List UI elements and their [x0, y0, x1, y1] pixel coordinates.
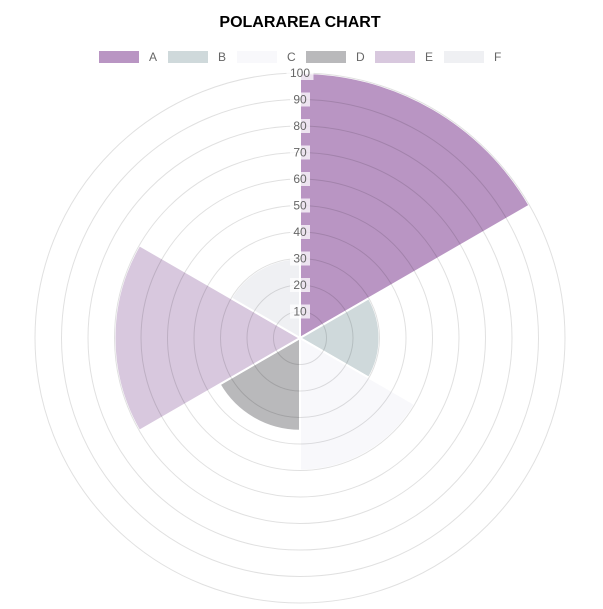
- tick-backdrop: [290, 278, 310, 292]
- legend-item-c[interactable]: C: [237, 50, 296, 64]
- segment-d[interactable]: [218, 336, 301, 432]
- segments: [113, 71, 531, 472]
- legend-label: F: [494, 50, 501, 64]
- legend-item-e[interactable]: E: [375, 50, 433, 64]
- legend-swatch: [237, 51, 277, 63]
- legend-item-b[interactable]: B: [168, 50, 226, 64]
- chart-title: POLARAREA CHART: [219, 14, 380, 31]
- tick-label: 60: [293, 172, 307, 186]
- tick-label: 100: [290, 66, 310, 80]
- legend-item-f[interactable]: F: [444, 50, 501, 64]
- tick-backdrop: [290, 172, 310, 186]
- legend-label: C: [287, 50, 296, 64]
- segment-c[interactable]: [299, 336, 417, 472]
- segment-a[interactable]: [299, 71, 531, 340]
- tick-label: 40: [293, 225, 307, 239]
- tick-label: 90: [293, 93, 307, 107]
- tick-backdrop: [290, 304, 310, 319]
- tick-backdrop: [286, 66, 314, 80]
- radial-tick-labels: 10 20 30 40 50 60 70 80 90 100: [286, 66, 314, 319]
- legend-item-d[interactable]: D: [306, 50, 365, 64]
- tick-label: 80: [293, 119, 307, 133]
- tick-backdrop: [290, 198, 310, 213]
- tick-backdrop: [290, 145, 310, 160]
- tick-label: 30: [293, 252, 307, 266]
- tick-label: 50: [293, 199, 307, 213]
- segment-e[interactable]: [113, 243, 303, 433]
- tick-backdrop: [290, 225, 310, 239]
- legend-swatch: [99, 51, 139, 63]
- legend-label: B: [218, 50, 226, 64]
- legend-label: E: [425, 50, 433, 64]
- legend: A B C D E F: [99, 50, 501, 64]
- legend-swatch: [375, 51, 415, 63]
- tick-label: 20: [293, 278, 307, 292]
- tick-label: 70: [293, 146, 307, 160]
- legend-swatch: [444, 51, 484, 63]
- tick-backdrop: [290, 119, 310, 133]
- legend-swatch: [306, 51, 346, 63]
- tick-backdrop: [290, 92, 310, 107]
- legend-label: A: [149, 50, 157, 64]
- tick-backdrop: [290, 251, 310, 266]
- tick-label: 10: [293, 305, 307, 319]
- legend-swatch: [168, 51, 208, 63]
- legend-label: D: [356, 50, 365, 64]
- legend-item-a[interactable]: A: [99, 50, 157, 64]
- segment-b[interactable]: [298, 296, 381, 380]
